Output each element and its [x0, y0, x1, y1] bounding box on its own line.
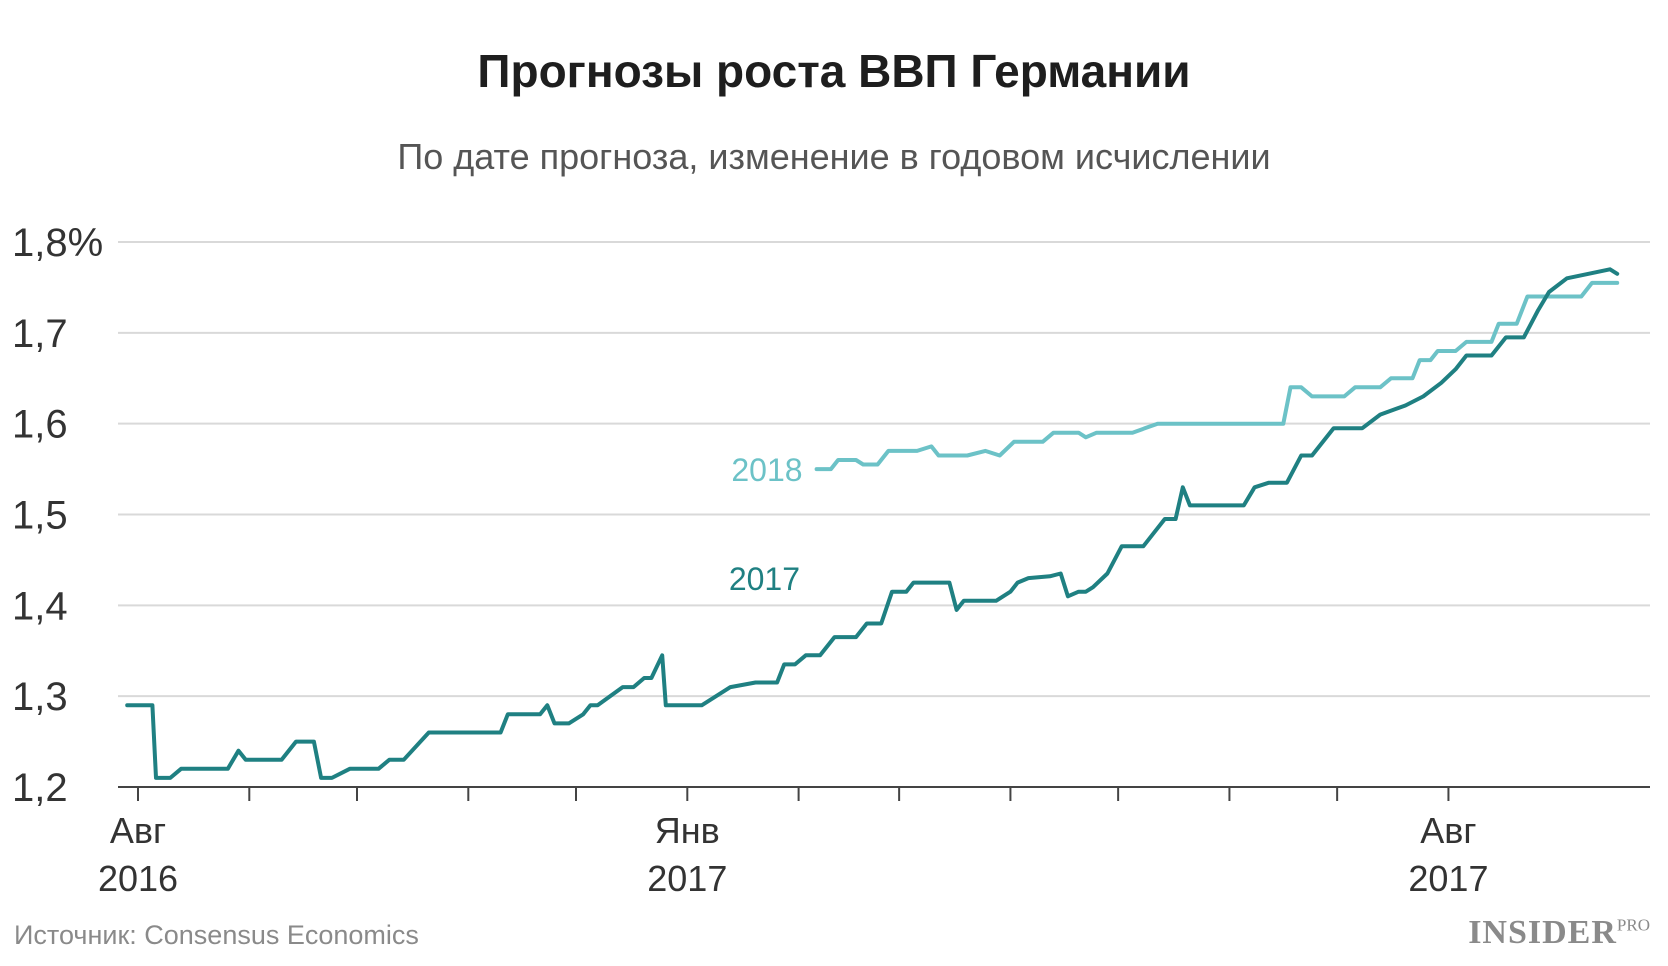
series-line-2018 [814, 280, 1620, 472]
series-label-2018: 2018 [731, 452, 802, 488]
y-axis: 1,2 1,3 1,4 1,5 1,6 1,7 1,8% [12, 221, 103, 810]
y-tick-label: 1,6 [12, 403, 68, 447]
logo-text: INSIDER [1468, 914, 1617, 951]
x-axis: Авг 2016 Янв 2017 Авг 2017 [98, 786, 1650, 899]
x-tick-label-month: Янв [655, 810, 720, 851]
series-label-2017: 2017 [729, 561, 800, 597]
x-tick-label-year: 2017 [1408, 858, 1488, 899]
y-tick-label: 1,2 [12, 766, 68, 810]
x-tick-label-month: Авг [110, 810, 166, 851]
y-tick-label: 1,5 [12, 494, 68, 538]
y-tick-label: 1,7 [12, 312, 68, 356]
x-tick-label-year: 2016 [98, 858, 178, 899]
y-tick-label: 1,3 [12, 675, 68, 719]
x-tick-label-month: Авг [1420, 810, 1476, 851]
y-tick-label: 1,8% [12, 221, 103, 265]
chart-title: Прогнозы роста ВВП Германии [477, 45, 1191, 97]
series-line-2017 [125, 267, 1620, 780]
chart-subtitle: По дате прогноза, изменение в годовом ис… [397, 136, 1271, 177]
logo-suffix: PRO [1616, 915, 1650, 935]
x-tick-label-year: 2017 [647, 858, 727, 899]
y-tick-label: 1,4 [12, 584, 68, 628]
publisher-logo: INSIDERPRO [1468, 914, 1650, 952]
series-layer: 2018 2017 [125, 267, 1620, 780]
grid-layer [118, 241, 1650, 698]
source-note: Источник: Consensus Economics [14, 920, 419, 950]
